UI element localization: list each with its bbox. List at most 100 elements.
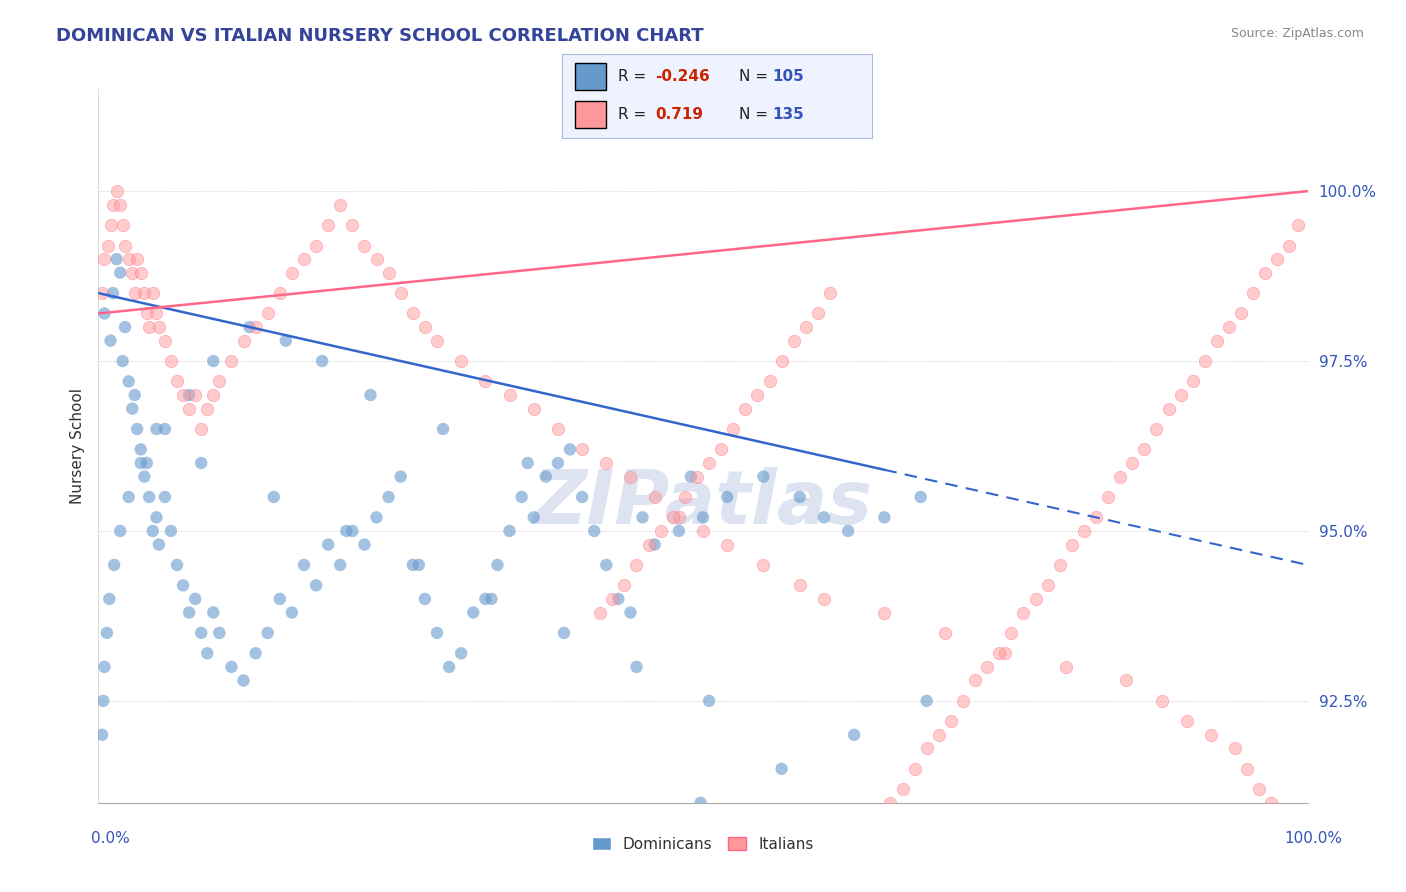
Point <box>269 591 291 606</box>
Point <box>100 218 122 232</box>
Point <box>855 830 877 844</box>
Point <box>650 524 672 538</box>
Point <box>202 388 225 402</box>
Point <box>190 626 212 640</box>
Point <box>402 306 425 320</box>
Point <box>891 782 914 797</box>
Text: 100.0%: 100.0% <box>1285 831 1343 846</box>
Point <box>129 266 152 280</box>
Point <box>626 558 648 572</box>
Point <box>553 626 575 640</box>
Point <box>939 714 962 729</box>
Point <box>1286 218 1309 232</box>
Point <box>142 524 165 538</box>
Text: 135: 135 <box>773 107 804 122</box>
Point <box>105 184 128 198</box>
Point <box>668 510 690 524</box>
Point <box>1146 422 1168 436</box>
Point <box>873 510 896 524</box>
Point <box>1060 537 1083 551</box>
Point <box>692 524 714 538</box>
Point <box>148 320 170 334</box>
Point <box>127 422 149 436</box>
Point <box>1241 286 1264 301</box>
Point <box>1054 660 1077 674</box>
Point <box>668 524 690 538</box>
Point <box>402 558 425 572</box>
Point <box>1049 558 1071 572</box>
Point <box>813 510 835 524</box>
Point <box>716 537 738 551</box>
Point <box>179 401 201 416</box>
Point <box>413 591 436 606</box>
Point <box>450 354 472 368</box>
Point <box>269 286 291 301</box>
Point <box>571 442 593 457</box>
Point <box>281 606 304 620</box>
Point <box>910 490 932 504</box>
Point <box>114 238 136 252</box>
Point <box>195 646 218 660</box>
Point <box>1097 490 1119 504</box>
Point <box>904 762 927 776</box>
Point <box>1085 510 1108 524</box>
Point <box>523 401 546 416</box>
Point <box>831 863 853 878</box>
Point <box>686 469 709 483</box>
Point <box>208 626 231 640</box>
Point <box>208 375 231 389</box>
Point <box>329 558 352 572</box>
Point <box>783 334 806 348</box>
Point <box>1121 456 1143 470</box>
Point <box>807 306 830 320</box>
Point <box>292 252 315 266</box>
Point <box>1133 442 1156 457</box>
Point <box>1152 694 1174 708</box>
Point <box>1000 626 1022 640</box>
Point <box>794 320 817 334</box>
Point <box>516 456 538 470</box>
Point <box>758 375 780 389</box>
Point <box>697 456 720 470</box>
Point <box>1206 334 1229 348</box>
Point <box>389 286 412 301</box>
Point <box>1260 796 1282 810</box>
Point <box>915 694 938 708</box>
Point <box>138 490 160 504</box>
Point <box>97 238 120 252</box>
Point <box>498 388 520 402</box>
Point <box>426 626 449 640</box>
Text: Source: ZipAtlas.com: Source: ZipAtlas.com <box>1230 27 1364 40</box>
Point <box>789 578 811 592</box>
Point <box>134 286 156 301</box>
Point <box>1236 762 1258 776</box>
Point <box>619 469 641 483</box>
Point <box>747 388 769 402</box>
Point <box>481 591 503 606</box>
Point <box>190 456 212 470</box>
Text: 105: 105 <box>773 69 804 84</box>
Point <box>121 401 143 416</box>
Point <box>915 741 938 756</box>
Point <box>613 578 636 592</box>
FancyBboxPatch shape <box>575 62 606 90</box>
Point <box>619 606 641 620</box>
Point <box>129 456 152 470</box>
Point <box>547 422 569 436</box>
Point <box>474 375 496 389</box>
Point <box>108 524 131 538</box>
Point <box>232 673 254 688</box>
Point <box>1170 388 1192 402</box>
Point <box>179 388 201 402</box>
Point <box>689 796 711 810</box>
Point <box>118 375 141 389</box>
Point <box>311 354 333 368</box>
Point <box>486 558 509 572</box>
Point <box>952 694 974 708</box>
Point <box>93 252 115 266</box>
Legend: Dominicans, Italians: Dominicans, Italians <box>585 829 821 859</box>
Point <box>723 422 745 436</box>
Point <box>172 578 194 592</box>
Point <box>91 728 114 742</box>
Point <box>818 286 841 301</box>
